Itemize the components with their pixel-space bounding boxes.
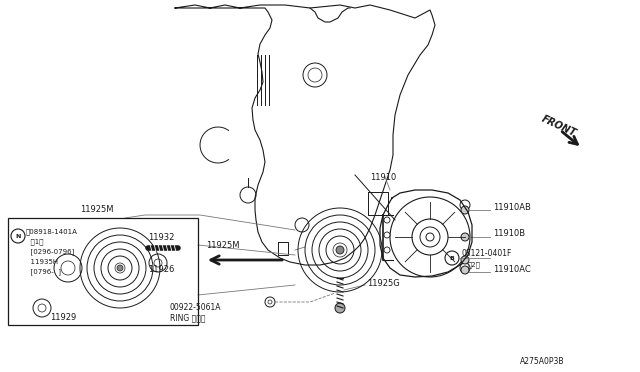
Text: 11925M: 11925M [80,205,113,215]
Text: RING リング: RING リング [170,314,205,323]
Text: [0296-0796]: [0296-0796] [26,248,74,255]
Text: B: B [449,256,454,260]
Circle shape [460,263,470,273]
Circle shape [461,206,469,214]
Text: A275A0P3B: A275A0P3B [520,357,564,366]
Circle shape [117,265,123,271]
Text: 11925G: 11925G [367,279,400,288]
Text: 11929: 11929 [50,314,76,323]
Circle shape [384,217,390,223]
Text: 08121-0401F: 08121-0401F [462,250,513,259]
Circle shape [461,233,469,241]
Text: FRONT: FRONT [540,113,578,138]
Text: 11910B: 11910B [493,230,525,238]
Text: [0796-  ]: [0796- ] [26,269,61,275]
Circle shape [384,247,390,253]
Text: 11935H: 11935H [26,259,58,265]
Circle shape [460,200,470,210]
Text: 00922-5061A: 00922-5061A [170,304,221,312]
Bar [8,218,198,325]
Text: 11926: 11926 [148,266,174,275]
Circle shape [461,256,469,264]
Text: 11910: 11910 [370,173,396,183]
Text: 11932: 11932 [148,232,174,241]
Text: 11910AB: 11910AB [493,202,531,212]
Text: 11925M: 11925M [207,241,240,250]
Text: 。2〃: 。2〃 [468,262,481,268]
Text: Ｎ08918-1401A: Ｎ08918-1401A [26,229,78,235]
Circle shape [335,303,345,313]
Circle shape [336,246,344,254]
Circle shape [461,266,469,274]
Text: N: N [15,234,20,238]
Text: （1）: （1） [26,239,44,245]
Text: 11910AC: 11910AC [493,266,531,275]
Circle shape [384,232,390,238]
